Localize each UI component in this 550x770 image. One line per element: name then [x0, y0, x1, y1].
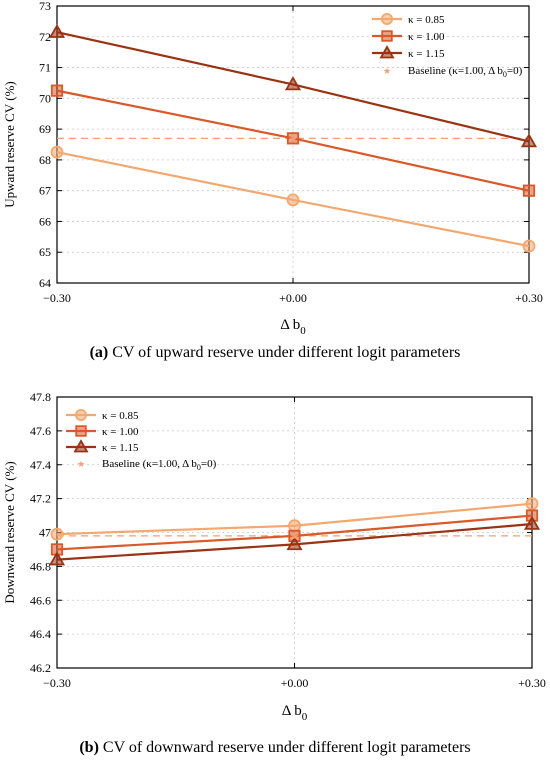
caption-upward: (a) CV of upward reserve under different…: [0, 344, 550, 362]
y-tick-label: 68: [39, 153, 51, 167]
y-tick-label: 70: [39, 91, 51, 105]
caption-text: CV of downward reserve under different l…: [102, 739, 471, 756]
x-tick-label: +0.00: [279, 291, 307, 305]
legend-marker: [75, 425, 87, 437]
baseline-marker: ★: [290, 530, 300, 543]
caption-label: (a): [89, 344, 109, 361]
data-point: [525, 497, 539, 511]
y-tick-label: 46.8: [30, 559, 51, 573]
y-tick-label: 47.8: [30, 390, 51, 404]
data-point: [286, 132, 300, 145]
y-tick-label: 72: [39, 30, 51, 44]
legend-label: κ = 0.85: [408, 14, 445, 26]
y-tick-label: 65: [39, 245, 51, 259]
data-point: [286, 193, 300, 207]
x-axis-label-sub: 0: [300, 325, 306, 337]
legend-baseline-text: Baseline (κ=1.00, Δ b: [102, 458, 197, 470]
x-tick-label: +0.30: [518, 676, 546, 690]
data-point: [520, 133, 538, 148]
y-tick-label: 47: [39, 526, 51, 540]
legend-label: κ = 1.00: [408, 31, 445, 43]
data-point: [50, 84, 64, 97]
legend-baseline-text: Baseline (κ=1.00, Δ b: [408, 65, 503, 77]
x-axis-label-main: Δ b: [280, 317, 300, 333]
legend-label: κ = 1.15: [408, 48, 445, 60]
chart-panel-downward: 46.2 46.4 46.6 46.8 47 47.2 47.4 47.6 47.8 −0.30 +…: [0, 385, 550, 770]
legend-baseline-sub: 0: [197, 463, 201, 472]
legend-marker: [75, 408, 88, 421]
data-point: [522, 184, 536, 197]
legend-marker: [73, 439, 89, 453]
data-point: [284, 76, 302, 91]
baseline-marker: ★: [288, 132, 298, 145]
x-tick-label: −0.30: [43, 291, 71, 305]
y-tick-label: 64: [39, 276, 51, 290]
x-axis-label: Δ b0: [280, 317, 306, 337]
legend-baseline-label: Baseline (κ=1.00, Δ b0=0): [102, 458, 217, 472]
y-tick-label: 66: [39, 214, 51, 228]
x-tick-label: +0.30: [515, 291, 543, 305]
legend-baseline-marker: ★: [77, 460, 85, 470]
y-tick-label: 46.4: [30, 627, 51, 641]
y-axis-label: Upward reserve CV (%): [2, 81, 17, 207]
x-tick-label: +0.00: [281, 676, 309, 690]
data-point: [286, 536, 303, 551]
legend-baseline-label: Baseline (κ=1.00, Δ b0=0): [408, 65, 523, 79]
y-tick-label: 73: [39, 0, 51, 13]
chart-panel-upward: 64 65 66 67 68 69 70 71 72 73 −0.30 +0.00 +0.30 Δ b0 U…: [0, 0, 550, 362]
y-tick-label: 67: [39, 184, 51, 198]
x-axis-label-sub: 0: [302, 711, 308, 723]
x-axis-label: Δ b0: [282, 703, 308, 723]
caption-text: CV of upward reserve under different log…: [112, 344, 461, 361]
data-point: [522, 239, 536, 253]
y-axis-label: Downward reserve CV (%): [2, 461, 17, 603]
y-tick-label: 46.2: [30, 661, 51, 675]
legend-label: κ = 1.15: [102, 442, 139, 454]
legend-marker: [380, 12, 393, 25]
y-tick-label: 47.2: [30, 492, 51, 506]
legend-marker: [379, 45, 395, 59]
x-axis-label-main: Δ b: [282, 703, 302, 719]
caption-downward: (b) CV of downward reserve under differe…: [0, 739, 550, 757]
y-tick-label: 47.4: [30, 458, 51, 472]
legend-baseline-marker: ★: [383, 67, 391, 77]
y-tick-label: 46.6: [30, 593, 51, 607]
caption-label: (b): [79, 739, 99, 756]
x-tick-label: −0.30: [43, 676, 71, 690]
data-point: [50, 145, 64, 159]
data-point: [48, 23, 66, 38]
legend-baseline-sub: 0: [503, 70, 507, 79]
legend: κ = 0.85 κ = 1.00 κ = 1.15 ★ Baseline (κ=1.0…: [66, 408, 217, 472]
y-tick-label: 69: [39, 122, 51, 136]
legend-label: κ = 1.00: [102, 426, 139, 438]
legend-marker: [381, 30, 393, 42]
legend-label: κ = 0.85: [102, 410, 139, 422]
legend-baseline-tail: =0): [201, 458, 217, 470]
legend: κ = 0.85 κ = 1.00 κ = 1.15 ★ Baseline (κ=1.0…: [372, 12, 523, 79]
data-point: [50, 527, 64, 541]
data-point: [48, 551, 66, 566]
y-tick-label: 71: [39, 61, 51, 75]
legend-baseline-tail: =0): [507, 65, 523, 77]
data-point: [523, 515, 541, 530]
downward-reserve-chart: 46.2 46.4 46.6 46.8 47 47.2 47.4 47.6 47.8 −0.30 +…: [2, 390, 546, 723]
y-tick-label: 47.6: [30, 424, 51, 438]
